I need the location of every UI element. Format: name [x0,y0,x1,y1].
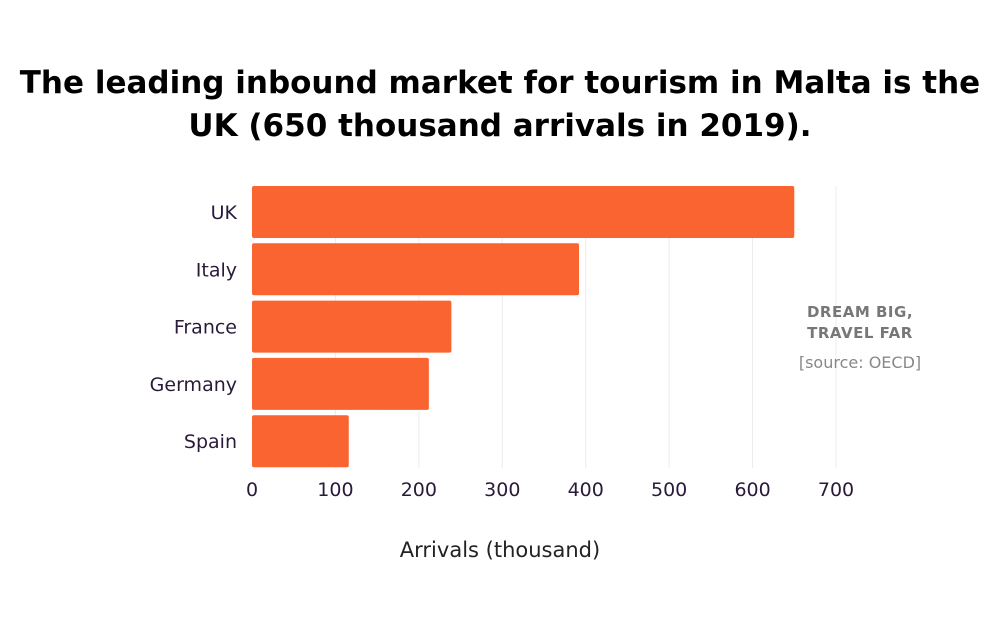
bar-uk [252,186,795,238]
bar-italy [252,243,580,296]
watermark-line2: TRAVEL FAR [807,324,913,342]
x-tick-label: 600 [734,479,770,501]
watermark-line1: DREAM BIG, [806,303,914,321]
chart-title: The leading inbound market for tourism i… [19,65,981,144]
bar-spain [252,415,349,468]
x-tick-label: 100 [317,479,353,501]
bar-germany [252,357,429,410]
y-tick-label: Italy [196,259,237,281]
x-tick-label: 200 [401,479,437,501]
x-tick-label: 700 [818,479,854,501]
watermark: DREAM BIG, TRAVEL FAR [760,302,960,344]
y-tick-label: Spain [184,431,237,453]
y-tick-label: Germany [150,374,237,396]
x-tick-label: 300 [484,479,520,501]
x-tick-label: 500 [651,479,687,501]
x-tick-label: 400 [568,479,604,501]
source-note: [source: OECD] [798,353,922,372]
y-tick-label: UK [211,202,238,224]
bar-france [252,300,452,353]
x-tick-label: 0 [246,479,258,501]
y-tick-label: France [174,317,237,339]
x-axis-label: Arrivals (thousand) [400,538,600,562]
